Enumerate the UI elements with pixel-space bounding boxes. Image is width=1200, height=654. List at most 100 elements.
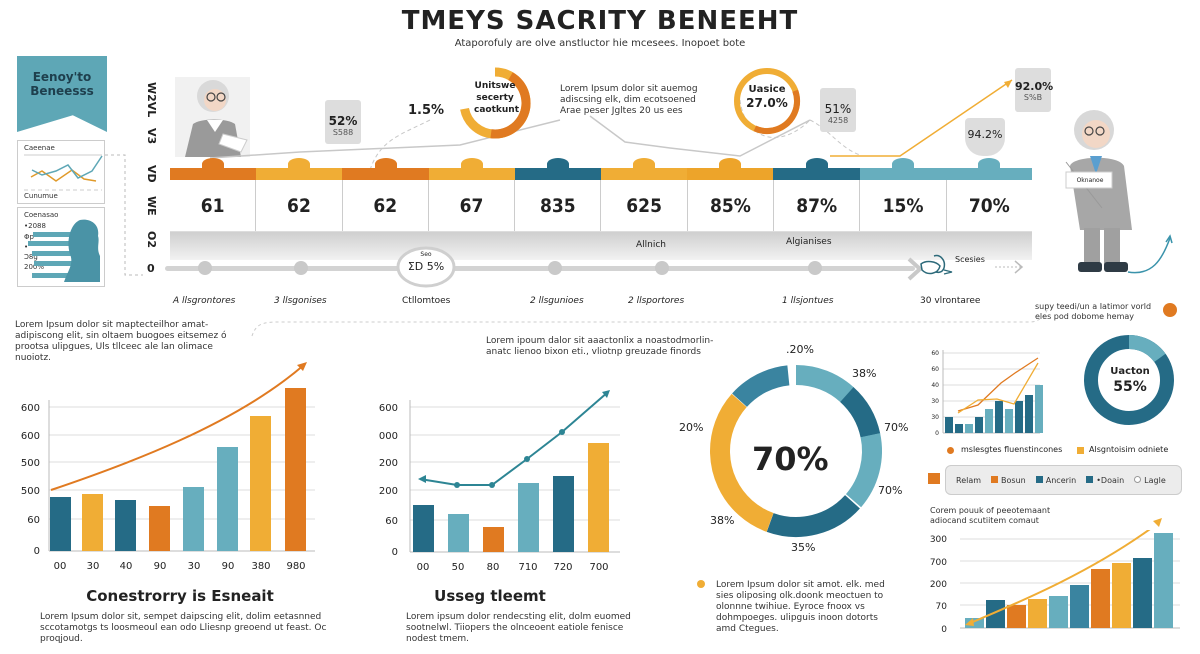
- legend-orange-dot: [947, 447, 954, 454]
- elderly-woman-illustration: [175, 77, 250, 157]
- timeline-segment: [428, 158, 515, 180]
- timeline-segment: [601, 158, 688, 180]
- mini-line-chart-card: Caeenae Cunumue: [17, 140, 105, 204]
- side-axis-label: WE: [145, 196, 158, 216]
- chart1-title: Conestrorry is Esneait: [86, 587, 274, 605]
- milestone-label: 2 llsgunioes: [530, 296, 584, 306]
- donut-note: Lorem Ipsum dolor sit amot. elk. med sie…: [716, 580, 885, 634]
- svg-text:200: 200: [379, 486, 398, 497]
- legend-amber-square: [1077, 447, 1084, 454]
- mini-row-label: •: [24, 243, 29, 251]
- chart1-description: Lorem Ipsum dolor sit, sempet daipscing …: [40, 612, 327, 644]
- timeline-segment: [170, 158, 257, 180]
- svg-text:60: 60: [385, 516, 398, 527]
- legend-item: Bosun: [991, 475, 1026, 485]
- callout-value: 52%: [328, 114, 358, 128]
- svg-text:00: 00: [417, 562, 430, 573]
- svg-text:0: 0: [34, 546, 40, 557]
- svg-text:600: 600: [379, 403, 398, 414]
- ring-small-label: Seo: [420, 251, 432, 258]
- milestone-dot[interactable]: [655, 261, 669, 275]
- svg-text:40: 40: [120, 561, 133, 572]
- milestone-ring[interactable]: [395, 245, 457, 289]
- mini-card-footer: Cunumue: [24, 192, 58, 200]
- svg-text:0: 0: [392, 547, 398, 558]
- svg-text:70: 70: [936, 602, 948, 612]
- donut-label: .20%: [786, 343, 814, 356]
- svg-text:200: 200: [930, 580, 947, 590]
- dotted-arrow-icon: [995, 260, 1024, 274]
- mini-row-label: 200%: [24, 263, 45, 271]
- milestone-label: Ctllomtoes: [402, 296, 451, 306]
- callout-value: 94.2%: [967, 128, 1003, 141]
- timeline-value-cells: 61 62 62 67 835 625 85% 87% 15% 70%: [170, 180, 1032, 232]
- dashed-separator: [251, 303, 1049, 337]
- svg-text:60: 60: [931, 366, 939, 373]
- value-cell: 835: [515, 180, 602, 231]
- value-cell: 15%: [860, 180, 947, 231]
- timeline-segment: [256, 158, 343, 180]
- mini-card-title: Caeenae: [24, 144, 55, 152]
- mini-row-label: •2088: [24, 222, 46, 230]
- legend-item: Relam: [956, 476, 981, 485]
- timeline-segment: [773, 158, 860, 180]
- callout-tag-51: 51% 4258: [820, 88, 856, 132]
- legend-item: Lagle: [1134, 475, 1166, 485]
- donut-chart-55: [1084, 335, 1174, 425]
- shoes-icon: [920, 254, 953, 275]
- legend-label: Relam: [956, 475, 982, 485]
- donut-center-value: 70%: [752, 440, 829, 478]
- chart2-description: Lorem ipsum dolor rendecsting elit, dolm…: [406, 612, 631, 644]
- milestone-label: 3 llsgonises: [274, 296, 327, 306]
- timeline-segment: [514, 158, 602, 180]
- svg-text:380: 380: [251, 561, 270, 572]
- donut-chart-70: [710, 365, 882, 537]
- svg-text:30: 30: [931, 414, 939, 421]
- value-cell: 67: [429, 180, 516, 231]
- donut-ring-label: Unitswe secerty caotkunt: [474, 81, 519, 115]
- callout-tag-92: 92.0% S%B: [1015, 68, 1053, 112]
- svg-text:700: 700: [589, 562, 608, 573]
- mini-card-title: Coenasao: [24, 211, 59, 219]
- mini-row-label: Φp: [24, 233, 34, 241]
- side-axis-label: W2VL: [145, 82, 158, 118]
- svg-text:00: 00: [54, 561, 67, 572]
- mini-bar-line-chart: 60 60 40 30 30 0: [931, 350, 1043, 437]
- svg-text:720: 720: [553, 562, 572, 573]
- legend-label: Lagle: [1144, 475, 1166, 485]
- callout-value-1-5: 1.5%: [408, 103, 445, 118]
- banner-text: Eenoy'to Beneesss: [30, 70, 94, 98]
- value-cell: 62: [343, 180, 429, 231]
- milestone-track: [165, 266, 915, 271]
- svg-text:90: 90: [222, 561, 235, 572]
- page-title: TMEYS SACRITY BENEEHT: [401, 6, 799, 36]
- svg-text:50: 50: [452, 562, 465, 573]
- chart1-intro: Lorem Ipsum dolor sit maptecteilhor amat…: [15, 320, 227, 363]
- callout-tag-52: 52% S588: [325, 100, 361, 144]
- svg-text:500: 500: [21, 458, 40, 469]
- milestone-label: 1 llsjontues: [782, 296, 834, 306]
- milestone-dot[interactable]: [198, 261, 212, 275]
- milestone-dot[interactable]: [548, 261, 562, 275]
- chart6-arrowhead-icon: [1153, 518, 1162, 527]
- legend-lead-square: [928, 473, 940, 484]
- bullet-dot-icon: [697, 580, 705, 588]
- ring-value-label: ΣD 5%: [407, 260, 445, 273]
- svg-text:000: 000: [379, 431, 398, 442]
- value-cell: 625: [601, 180, 688, 231]
- milestone-label: 30 vlrontaree: [920, 296, 981, 306]
- legend-item: •Doain: [1086, 475, 1124, 485]
- legend-label: Bosun: [1001, 475, 1026, 485]
- svg-text:500: 500: [21, 486, 40, 497]
- svg-text:200: 200: [379, 458, 398, 469]
- donut-label: 38%: [710, 514, 735, 527]
- presenter-sign: Oknanoe: [1076, 177, 1104, 184]
- svg-text:30: 30: [931, 398, 939, 405]
- donut-label: 20%: [679, 421, 704, 434]
- milestone-dot[interactable]: [808, 261, 822, 275]
- chart2-intro: Lorem ipoum dalor sit aaactonlix a noast…: [486, 336, 714, 357]
- milestone-dot[interactable]: [294, 261, 308, 275]
- donut-label: 70%: [884, 421, 909, 434]
- dashed-connector: [105, 154, 143, 276]
